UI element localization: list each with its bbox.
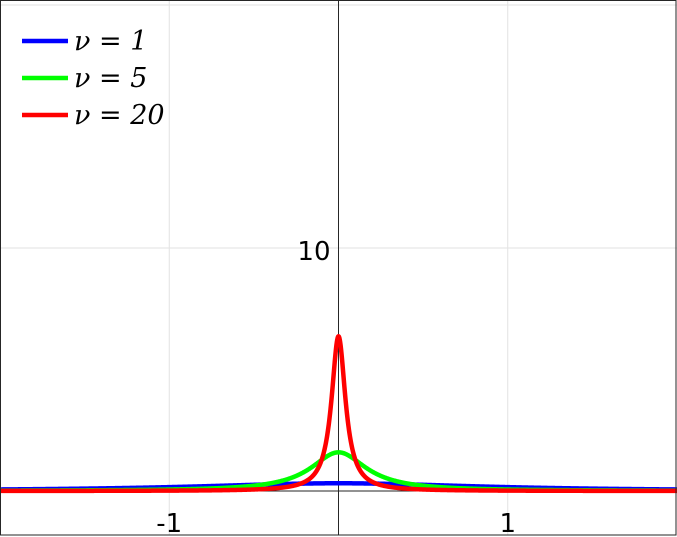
x-tick-label: 1 bbox=[499, 509, 516, 537]
legend-label-1: ν = 1 bbox=[74, 26, 147, 57]
legend-label-20: ν = 20 bbox=[74, 100, 165, 131]
x-tick-label: -1 bbox=[156, 509, 182, 537]
legend-label-5: ν = 5 bbox=[74, 63, 147, 94]
series-lines bbox=[0, 334, 677, 494]
tick-labels: -1 1 10 bbox=[156, 237, 516, 537]
legend: ν = 1 ν = 5 ν = 20 bbox=[22, 26, 165, 131]
series-line-nu-20 bbox=[0, 334, 677, 494]
y-tick-label: 10 bbox=[297, 237, 330, 267]
